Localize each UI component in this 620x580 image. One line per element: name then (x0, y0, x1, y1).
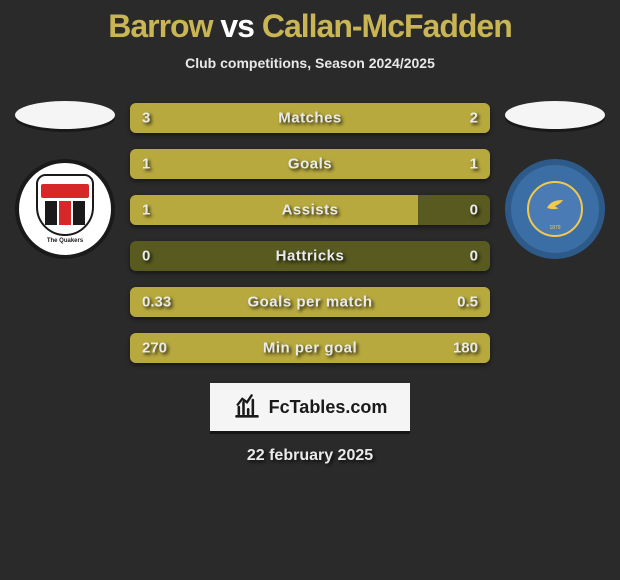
left-player-silhouette (15, 101, 115, 129)
left-badge-column: The Quakers (10, 101, 120, 259)
stat-row: 0.33 Goals per match 0.5 (130, 287, 490, 317)
stat-value-right: 0 (470, 248, 478, 265)
stat-label: Matches (278, 110, 342, 127)
stat-row: 0 Hattricks 0 (130, 241, 490, 271)
right-player-silhouette (505, 101, 605, 129)
right-badge-column: 1879 (500, 101, 610, 259)
brand-badge: FcTables.com (210, 383, 410, 431)
stat-value-right: 0.5 (457, 294, 478, 311)
footer: FcTables.com 22 february 2025 (0, 383, 620, 465)
stat-row: 1 Goals 1 (130, 149, 490, 179)
player1-name: Barrow (108, 8, 212, 44)
stat-row: 3 Matches 2 (130, 103, 490, 133)
right-crest-inner: 1879 (527, 181, 583, 237)
subtitle: Club competitions, Season 2024/2025 (0, 55, 620, 71)
left-club-crest: The Quakers (15, 159, 115, 259)
stat-value-left: 3 (142, 110, 150, 127)
player2-name: Callan-McFadden (262, 8, 512, 44)
stat-bar-right (310, 149, 490, 179)
right-club-crest: 1879 (505, 159, 605, 259)
stat-row: 1 Assists 0 (130, 195, 490, 225)
stat-label: Min per goal (263, 340, 357, 357)
stat-value-left: 1 (142, 156, 150, 173)
stats-panel: 3 Matches 2 1 Goals 1 1 Assists 0 0 Hattricks 0 0.33… (130, 101, 490, 363)
stat-value-left: 270 (142, 340, 167, 357)
stat-value-right: 0 (470, 202, 478, 219)
stat-label: Assists (282, 202, 339, 219)
stat-value-left: 1 (142, 202, 150, 219)
left-crest-label: The Quakers (47, 238, 83, 245)
stat-row: 270 Min per goal 180 (130, 333, 490, 363)
main-row: The Quakers 3 Matches 2 1 Goals 1 1 Assists 0 0 Ha… (0, 101, 620, 363)
stat-bar-right (346, 103, 490, 133)
stat-label: Hattricks (276, 248, 345, 265)
vs-text: vs (220, 8, 254, 44)
date-text: 22 february 2025 (247, 447, 373, 465)
page-title: Barrow vs Callan-McFadden (0, 8, 620, 45)
infographic-root: Barrow vs Callan-McFadden Club competiti… (0, 0, 620, 465)
stat-value-left: 0.33 (142, 294, 171, 311)
stat-value-right: 2 (470, 110, 478, 127)
bird-icon (543, 194, 567, 224)
stat-value-left: 0 (142, 248, 150, 265)
stat-value-right: 1 (470, 156, 478, 173)
brand-text: FcTables.com (269, 397, 388, 418)
right-crest-since: 1879 (549, 226, 560, 232)
stat-bar-left (130, 149, 310, 179)
stat-label: Goals (288, 156, 332, 173)
chart-icon (233, 393, 261, 421)
stat-bar-left (130, 195, 418, 225)
stat-label: Goals per match (247, 294, 372, 311)
stat-value-right: 180 (453, 340, 478, 357)
left-shield-icon (36, 174, 94, 236)
